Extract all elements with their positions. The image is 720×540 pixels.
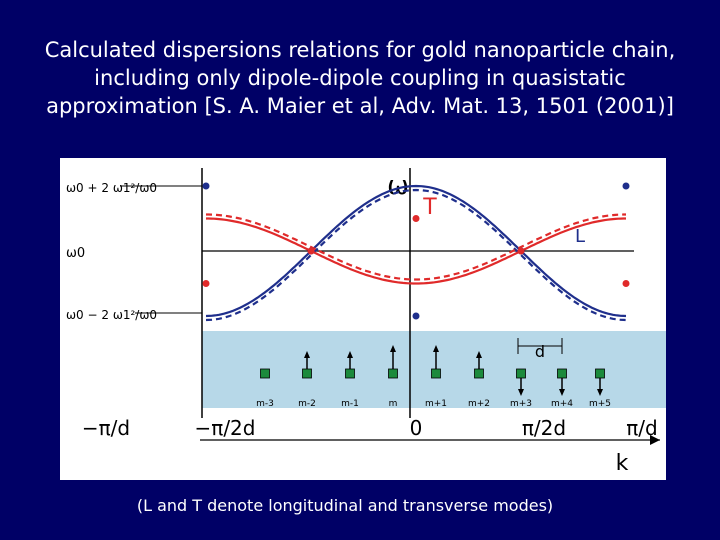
series-T-dashed-line — [206, 213, 626, 281]
particle-label: m+4 — [551, 399, 573, 409]
series-L-point — [622, 182, 630, 190]
dipole-arrow-head — [518, 389, 524, 396]
slide-title: Calculated dispersions relations for gol… — [44, 38, 676, 118]
series-L-line — [205, 184, 627, 318]
dipole-arrow-head — [433, 345, 439, 352]
y-axis-label: ω — [387, 171, 409, 201]
nanoparticle — [557, 368, 567, 379]
series-T-label: T — [422, 195, 437, 220]
x-tick-label: π/d — [626, 416, 657, 440]
particle-label: m+2 — [468, 399, 490, 409]
series-T-point — [307, 247, 315, 255]
x-tick-label: −π/2d — [195, 416, 256, 440]
dipole-arrow-head — [390, 345, 396, 352]
particle-label: m+3 — [510, 399, 532, 409]
particle-label: m-3 — [256, 399, 274, 409]
dipole-arrow-head — [476, 351, 482, 358]
dipole-arrow-head — [597, 389, 603, 396]
series-T-point — [412, 215, 420, 222]
slide-caption: (L and T denote longitudinal and transve… — [136, 496, 554, 515]
series-L-point — [202, 182, 210, 190]
y-tick-label: ω0 — [66, 246, 85, 261]
nanoparticle — [260, 368, 270, 379]
x-axis-label: k — [616, 451, 629, 476]
nanoparticle — [302, 368, 312, 379]
nanoparticle — [516, 368, 526, 379]
dipole-arrow-head — [304, 351, 310, 358]
dipole-arrow-head — [347, 351, 353, 358]
dispersion-plot: ω0 + 2 ω1²/ω0 ω0 ω0 − 2 ω1²/ω0 ωT Lm-3 m-2 m-1… — [66, 168, 666, 476]
spacing-label: d — [535, 342, 545, 361]
y-tick-label: ω0 + 2 ω1²/ω0 — [66, 181, 157, 195]
particle-label: m+1 — [425, 399, 447, 409]
series-T-point — [202, 280, 210, 287]
k-axis-arrow — [650, 435, 660, 445]
nanoparticle — [431, 368, 441, 379]
nanoparticle — [345, 368, 355, 379]
nanoparticle — [388, 368, 398, 379]
x-tick-label: 0 — [410, 416, 423, 440]
series-T-line — [206, 217, 626, 285]
x-tick-label: −π/d — [82, 416, 130, 440]
nanoparticle — [474, 368, 484, 379]
particle-label: m-2 — [298, 399, 316, 409]
series-L-dashed-line — [205, 188, 627, 322]
series-L-label: L — [575, 226, 585, 247]
x-tick-label: π/2d — [522, 416, 566, 440]
particle-label: m — [389, 399, 398, 409]
particle-label: m-1 — [341, 399, 359, 409]
nanoparticle — [595, 368, 605, 379]
series-T-point — [622, 280, 630, 287]
dipole-arrow-head — [559, 389, 565, 396]
y-tick-label: ω0 − 2 ω1²/ω0 — [66, 308, 157, 322]
series-L-point — [412, 312, 420, 320]
particle-label: m+5 — [589, 399, 611, 409]
series-T-point — [517, 247, 525, 255]
